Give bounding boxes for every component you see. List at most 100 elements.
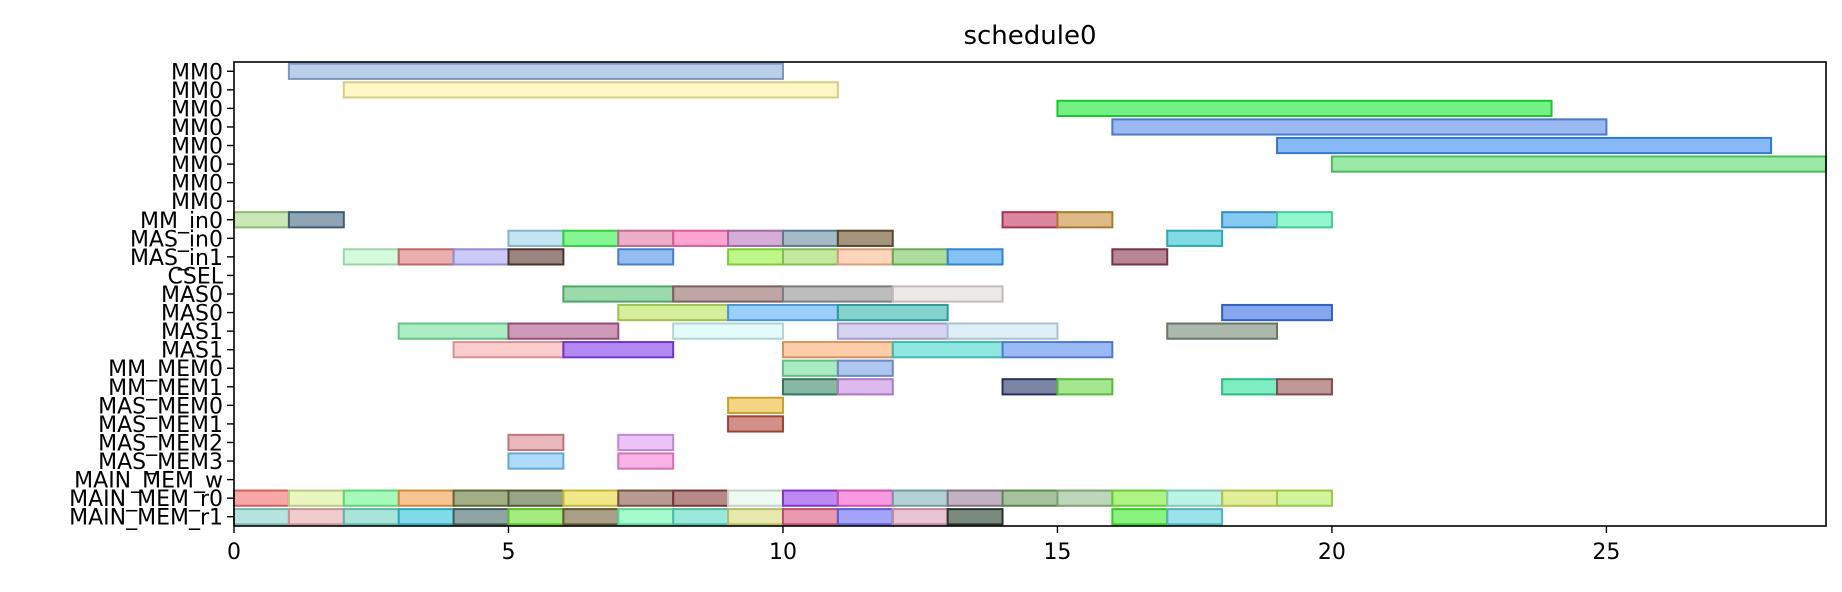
task-bar [891,248,949,266]
task-bar [1056,489,1114,507]
task-bar [507,248,565,266]
y-tick-label: MM0 [171,135,223,160]
task-bar [727,508,784,526]
task-bar [1111,489,1169,507]
task-bar [836,359,894,377]
task-bar [1111,248,1169,266]
x-axis: 0 5 10 15 20 25 [227,526,1620,565]
task-bar [891,285,1004,303]
y-tick-label: MAS_MEM3 [98,450,223,475]
task-bar [727,489,784,507]
task-bar [617,433,675,452]
y-tick-label: MM_MEM0 [108,357,223,382]
task-bar [836,303,949,322]
task-bar [1111,118,1608,136]
task-bar [836,248,894,266]
task-bar [452,489,510,507]
y-tick-label: MAS_MEM2 [98,431,223,456]
x-tick-label: 20 [1318,540,1346,565]
task-bar [1276,211,1333,229]
y-tick-label: MAS_MEM1 [98,413,223,438]
y-tick-label: MM0 [171,60,223,85]
task-bar [507,229,565,247]
task-bar [233,489,290,507]
y-tick-label: MAS_MEM0 [98,394,223,419]
x-tick-label: 25 [1592,540,1620,565]
task-bar [1221,211,1279,229]
task-bar [287,489,345,507]
task-bar [727,303,839,322]
task-bars [233,62,1827,526]
task-bar [342,489,400,507]
task-bar [946,508,1004,526]
y-tick-label: MAIN_MEM_w [74,469,223,494]
task-bar [287,508,345,526]
task-bar [836,229,894,247]
task-bar [891,489,949,507]
task-bar [1276,489,1333,507]
task-bar [1276,136,1773,155]
x-tick-label: 15 [1043,540,1071,565]
task-bar [1001,211,1059,229]
task-bar [342,81,839,99]
task-bar [342,248,400,266]
task-bar [946,489,1004,507]
task-bar [1166,508,1224,526]
task-bar [781,359,839,377]
task-bar [507,489,565,507]
y-tick-label: MM0 [171,116,223,141]
task-bar [946,248,1004,266]
x-tick-label: 10 [769,540,797,565]
task-bar [836,378,894,396]
task-bar [617,303,730,322]
task-bar [1166,322,1279,340]
task-bar [397,322,510,340]
y-tick-label: MAIN_MEM_r1 [69,506,223,531]
x-tick-label: 5 [501,540,515,565]
task-bar [562,341,675,359]
y-axis: MM0MM0MM0MM0MM0MM0MM0MM0MM_in0MAS_in0MAS… [69,60,234,531]
y-tick-label: MM_MEM1 [108,376,223,401]
task-bar [562,229,620,247]
task-bar [287,211,345,229]
task-bar [397,508,455,526]
y-tick-label: MM_in0 [140,209,223,234]
task-bar [397,489,455,507]
task-bar [672,322,784,340]
task-bar [891,508,949,526]
y-tick-label: MAS_in1 [130,246,223,271]
task-bar [1166,489,1224,507]
task-bar [836,508,894,526]
task-bar [342,508,400,526]
task-bar [507,508,565,526]
task-bar [781,229,839,247]
task-bar [727,229,784,247]
task-bar [617,508,675,526]
y-tick-label: MM0 [171,97,223,122]
x-tick-label: 0 [227,540,241,565]
y-tick-label: MAS1 [161,320,223,345]
task-bar [397,248,455,266]
task-bar [781,248,839,266]
task-bar [946,322,1059,340]
task-bar [233,508,290,526]
y-tick-label: MM0 [171,190,223,215]
y-tick-label: MM0 [171,172,223,197]
task-bar [1221,489,1279,507]
y-tick-label: MAS0 [161,283,223,308]
y-tick-label: MM0 [171,79,223,104]
task-bar [781,378,839,396]
y-tick-label: MAS1 [161,339,223,364]
task-bar [617,248,675,266]
task-bar [1276,378,1333,396]
task-bar [452,508,510,526]
task-bar [507,452,565,470]
task-bar [1056,99,1553,118]
chart-title: schedule0 [963,21,1096,51]
task-bar [1056,211,1114,229]
y-tick-label: CSEL [168,264,224,289]
y-tick-label: MAIN_MEM_r0 [69,487,223,512]
task-bar [727,248,784,266]
